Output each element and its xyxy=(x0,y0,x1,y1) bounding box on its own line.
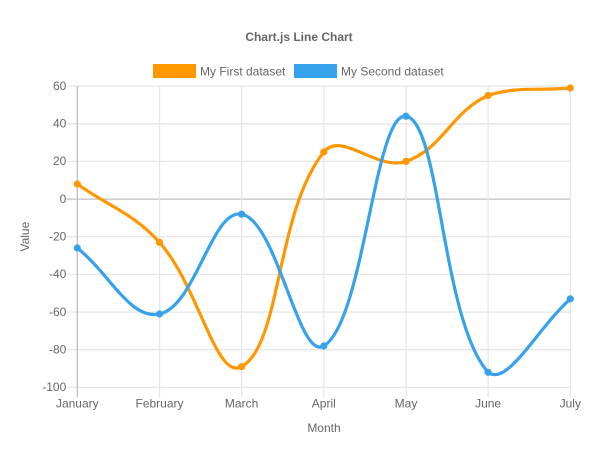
svg-text:April: April xyxy=(312,397,336,411)
svg-text:May: May xyxy=(395,397,418,411)
svg-text:60: 60 xyxy=(53,79,67,93)
svg-text:40: 40 xyxy=(53,117,67,131)
svg-text:-100: -100 xyxy=(42,380,66,394)
svg-text:Value: Value xyxy=(18,221,32,251)
svg-text:20: 20 xyxy=(53,154,67,168)
svg-text:June: June xyxy=(475,397,501,411)
svg-text:March: March xyxy=(225,397,258,411)
svg-text:My First dataset: My First dataset xyxy=(200,64,286,78)
svg-text:0: 0 xyxy=(60,192,67,206)
svg-text:January: January xyxy=(56,397,99,411)
svg-text:-40: -40 xyxy=(49,267,67,281)
svg-text:My Second dataset: My Second dataset xyxy=(341,64,444,78)
svg-text:February: February xyxy=(135,397,183,411)
svg-text:Month: Month xyxy=(307,421,340,435)
svg-text:-60: -60 xyxy=(49,305,67,319)
svg-text:July: July xyxy=(560,397,581,411)
svg-text:-20: -20 xyxy=(49,230,67,244)
svg-text:-80: -80 xyxy=(49,343,67,357)
svg-text:Chart.js Line Chart: Chart.js Line Chart xyxy=(245,30,352,44)
